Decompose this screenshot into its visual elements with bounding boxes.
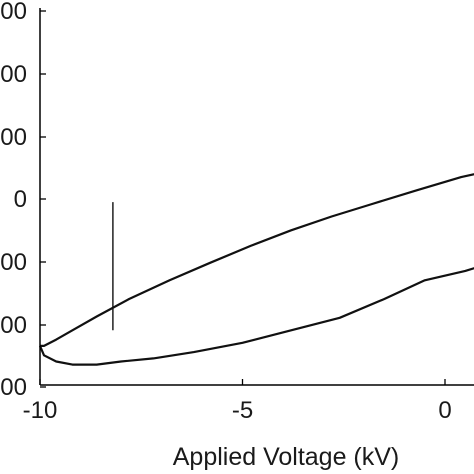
x-tick-label-1: -5 (232, 397, 253, 424)
y-tick-label-2: 000 (0, 124, 27, 151)
y-tick-label-4: 000 (0, 249, 27, 276)
y-tick-label-0: 000 (0, 0, 27, 25)
tick-labels: -10-5050000000000000000000 (0, 0, 452, 424)
y-tick-label-3: 0 (14, 186, 27, 213)
axes (39, 8, 474, 388)
y-tick-label-6: 000 (0, 374, 27, 401)
plot-area (38, 173, 474, 366)
y-tick-label-5: 000 (0, 312, 27, 339)
x-tick-label-2: 0 (438, 397, 451, 424)
series-line-0 (38, 173, 474, 366)
x-tick-label-0: -10 (23, 397, 58, 424)
x-axis-label: Applied Voltage (kV) (173, 443, 400, 471)
y-tick-label-1: 000 (0, 61, 27, 88)
